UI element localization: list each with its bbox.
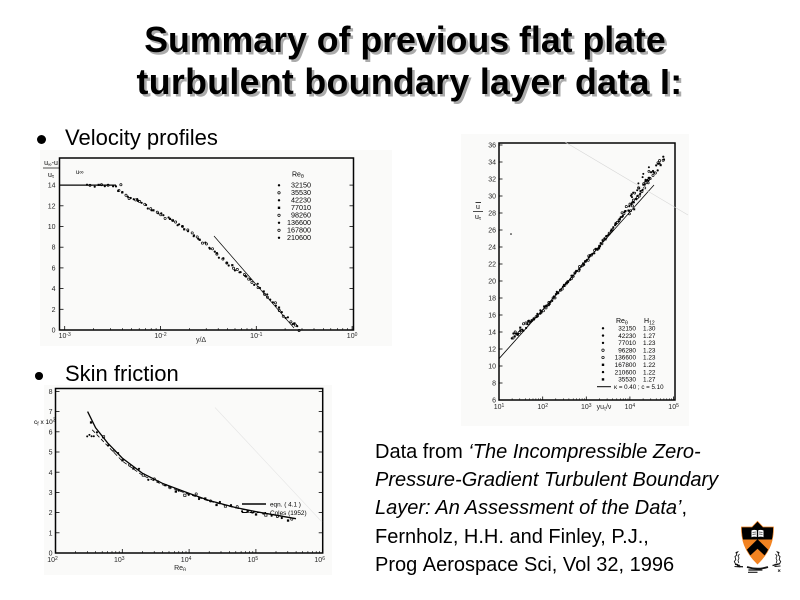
svg-text:18: 18: [488, 296, 496, 303]
svg-text:12: 12: [488, 347, 496, 354]
svg-text:98260: 98260: [291, 211, 311, 220]
svg-text:210600: 210600: [615, 369, 637, 376]
svg-text:105: 105: [668, 403, 679, 411]
svg-text:Reθ: Reθ: [292, 172, 304, 181]
svg-text:eqn. ( 4.1 ): eqn. ( 4.1 ): [270, 502, 301, 509]
svg-text:u∞: u∞: [76, 170, 84, 176]
svg-text:uτ: uτ: [475, 214, 481, 222]
svg-text:26: 26: [488, 228, 496, 235]
svg-text:14: 14: [488, 330, 496, 337]
svg-text:24: 24: [488, 245, 496, 252]
svg-text:6: 6: [492, 398, 496, 405]
svg-text:104: 104: [181, 556, 192, 564]
svg-text:3: 3: [49, 490, 53, 497]
svg-text:136600: 136600: [615, 355, 637, 362]
svg-text:10-3: 10-3: [59, 332, 71, 340]
svg-text:104: 104: [625, 403, 636, 411]
svg-text:28: 28: [488, 211, 496, 218]
svg-text:y/Δ: y/Δ: [196, 337, 206, 344]
svg-text:77010: 77010: [291, 203, 311, 212]
svg-text:1: 1: [49, 530, 53, 537]
svg-text:32150: 32150: [291, 181, 311, 190]
svg-text:32150: 32150: [618, 326, 636, 333]
svg-text:10: 10: [488, 364, 496, 371]
svg-text:16: 16: [488, 313, 496, 320]
svg-text:42230: 42230: [618, 333, 636, 340]
svg-text:10-2: 10-2: [154, 332, 166, 340]
svg-text:Reθ: Reθ: [616, 318, 628, 327]
svg-text:167800: 167800: [615, 362, 637, 369]
svg-text:Reθ: Reθ: [174, 565, 186, 571]
svg-text:10: 10: [48, 224, 56, 231]
svg-text:34: 34: [488, 160, 496, 167]
svg-text:κ = 0.40 ; c = 5.10: κ = 0.40 ; c = 5.10: [614, 384, 664, 391]
svg-text:1.23: 1.23: [643, 355, 656, 362]
svg-text:100: 100: [347, 332, 358, 340]
svg-text:106: 106: [314, 556, 325, 564]
svg-text:210600: 210600: [287, 233, 311, 242]
svg-text:7: 7: [49, 409, 53, 416]
svg-text:30: 30: [488, 194, 496, 201]
svg-text:6: 6: [49, 429, 53, 436]
svg-text:36: 36: [488, 143, 496, 150]
svg-text:1.27: 1.27: [643, 377, 656, 384]
svg-text:42230: 42230: [291, 196, 311, 205]
svg-text:101: 101: [494, 403, 505, 411]
svg-text:22: 22: [488, 262, 496, 269]
svg-text:0: 0: [52, 328, 56, 335]
svg-text:0: 0: [49, 551, 53, 558]
svg-text:cf x 103: cf x 103: [34, 418, 56, 428]
svg-text:4: 4: [49, 470, 53, 477]
svg-text:136600: 136600: [287, 218, 311, 227]
svg-text:10-1: 10-1: [250, 332, 262, 340]
svg-text:35530: 35530: [618, 377, 636, 384]
svg-text:35530: 35530: [291, 188, 311, 197]
svg-text:8: 8: [492, 381, 496, 388]
svg-text:1.27: 1.27: [643, 333, 656, 340]
svg-text:6: 6: [52, 265, 56, 272]
svg-text:H12: H12: [644, 318, 655, 327]
svg-text:yuτ/ν: yuτ/ν: [597, 404, 612, 413]
svg-text:8: 8: [52, 245, 56, 252]
svg-text:32: 32: [488, 177, 496, 184]
svg-text:2: 2: [49, 510, 53, 517]
svg-text:uτ: uτ: [48, 172, 54, 180]
svg-text:1.22: 1.22: [643, 369, 656, 376]
svg-text:1.23: 1.23: [643, 347, 656, 354]
svg-text:u∞-u: u∞-u: [44, 160, 58, 168]
svg-text:5: 5: [49, 450, 53, 457]
svg-text:1.23: 1.23: [643, 340, 656, 347]
svg-text:Coles (1952): Coles (1952): [270, 510, 307, 517]
svg-text:14: 14: [48, 183, 56, 190]
svg-text:1.22: 1.22: [643, 362, 656, 369]
svg-text:102: 102: [537, 403, 548, 411]
svg-text:8: 8: [49, 389, 53, 396]
svg-text:96280: 96280: [618, 347, 636, 354]
svg-text:u: u: [476, 204, 480, 211]
svg-text:1.30: 1.30: [643, 326, 656, 333]
svg-text:20: 20: [488, 279, 496, 286]
svg-text:77010: 77010: [618, 340, 636, 347]
svg-text:167800: 167800: [287, 226, 311, 235]
svg-text:103: 103: [114, 556, 125, 564]
svg-text:4: 4: [52, 286, 56, 293]
svg-text:102: 102: [47, 556, 58, 564]
svg-text:105: 105: [248, 556, 259, 564]
svg-text:2: 2: [52, 307, 56, 314]
svg-text:12: 12: [48, 203, 56, 210]
svg-text:103: 103: [581, 403, 592, 411]
